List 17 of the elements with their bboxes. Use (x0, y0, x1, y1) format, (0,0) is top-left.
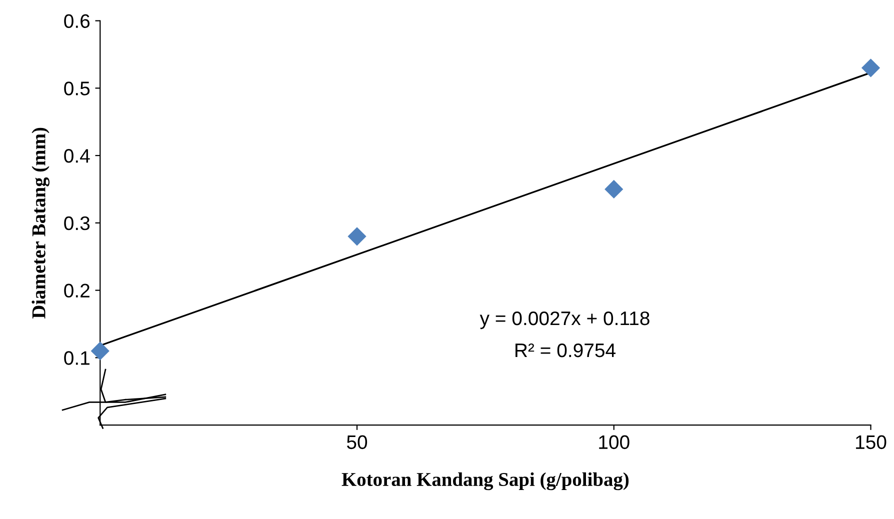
annotation: y = 0.0027x + 0.118 (480, 311, 650, 330)
annotation: R² = 0.9754 (516, 343, 616, 358)
x-tick-label: 150 (856, 435, 886, 450)
y-tick-label: 0.4 (64, 148, 90, 163)
point (348, 227, 366, 246)
y-tick-label: 0.6 (64, 14, 90, 28)
y-tick-label: 0.2 (64, 284, 90, 298)
point (604, 180, 624, 199)
x-tick-label: 100 (599, 435, 630, 450)
y-tick-label: 0.1 (64, 351, 90, 365)
y-tick-label: 0.5 (64, 82, 90, 96)
point (90, 342, 110, 360)
x-axis-title: Kotoran Kandang Sapi (g/polibag) (342, 472, 629, 490)
point (861, 58, 880, 78)
y-axis-title: Diameter Batang (mm) (32, 128, 50, 319)
x-tick-label: 50 (346, 435, 368, 450)
y-tick-label: 0.3 (64, 216, 90, 230)
